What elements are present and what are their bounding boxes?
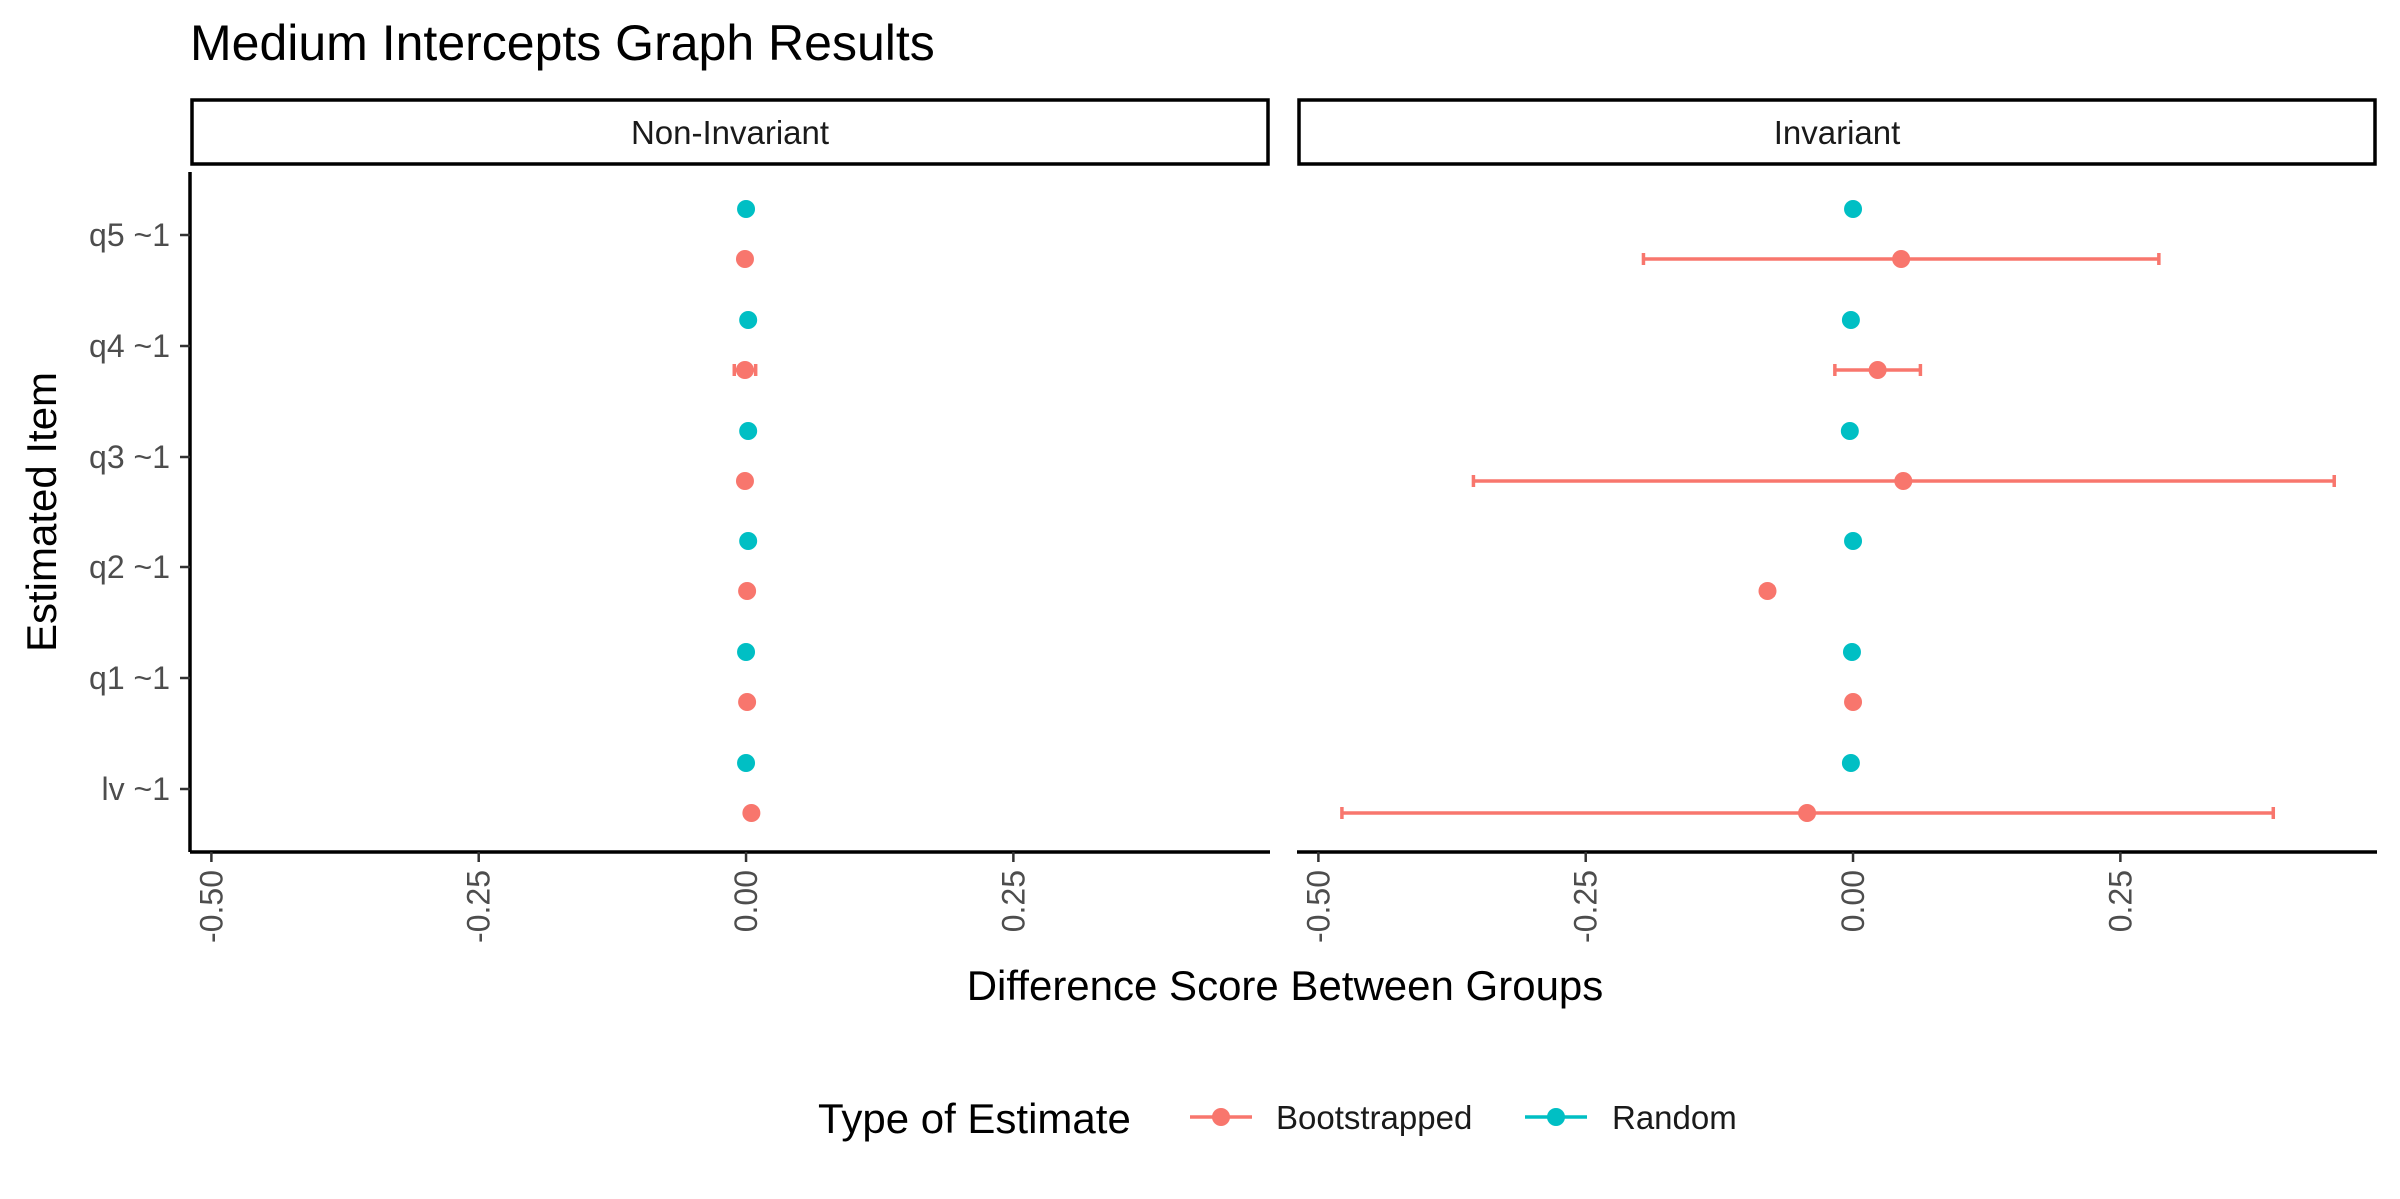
y-tick-label: q2 ~1 — [89, 549, 170, 585]
data-point-bootstrapped — [738, 693, 757, 711]
data-point-bootstrapped — [1894, 472, 1913, 490]
y-tick-label: q5 ~1 — [89, 217, 170, 253]
y-axis-title: Estimated Item — [18, 372, 65, 652]
legend-key-point — [1547, 1108, 1565, 1126]
data-point-random — [1840, 422, 1859, 440]
x-tick-label: -0.25 — [461, 870, 497, 943]
data-point-random — [1842, 643, 1861, 661]
legend-label: Random — [1612, 1099, 1737, 1136]
panels-layer: Non-Invariant-0.50 -0.25 0.00 0.25Invariant… — [188, 98, 2377, 943]
legend-label: Bootstrapped — [1276, 1099, 1472, 1136]
data-point-random — [739, 311, 758, 329]
x-tick-label: 0.00 — [728, 870, 764, 932]
panel-invariant: Invariant -0.50 -0.25 0.00 0.25 — [1297, 98, 2377, 943]
x-tick-label: 0.25 — [995, 870, 1031, 932]
data-point-random — [737, 200, 756, 218]
data-point-random — [739, 532, 758, 550]
data-point-random — [1841, 311, 1860, 329]
y-tick-label: q3 ~1 — [89, 439, 170, 475]
data-point-bootstrapped — [738, 582, 757, 600]
x-tick-label: -0.25 — [1568, 870, 1604, 943]
x-tick-label: -0.50 — [193, 870, 229, 943]
data-point-bootstrapped — [1868, 361, 1887, 379]
y-tick-label: q1 ~1 — [89, 660, 170, 696]
legend-title: Type of Estimate — [818, 1095, 1131, 1142]
data-point-random — [739, 422, 758, 440]
data-point-bootstrapped — [1758, 582, 1777, 600]
legend: Type of Estimate Bootstrapped Random — [818, 1095, 1737, 1142]
legend-key-point — [1212, 1108, 1230, 1126]
facet-strip — [1297, 98, 2377, 166]
x-tick-label: -0.50 — [1300, 870, 1336, 943]
data-point-bootstrapped — [1844, 693, 1863, 711]
data-point-random — [737, 643, 756, 661]
facet-strip-label: Non-Invariant — [631, 114, 829, 151]
data-point-random — [1844, 200, 1863, 218]
y-axis: lv ~1 q1 ~1 q2 ~1 q3 ~1 q4 ~1 q5 ~1 — [89, 217, 190, 807]
data-point-bootstrapped — [735, 472, 754, 490]
x-tick-label: 0.00 — [1835, 870, 1871, 932]
panel-non-invariant: Non-Invariant -0.50 -0.25 0.00 0.25 — [188, 98, 1270, 943]
chart-title: Medium Intercepts Graph Results — [190, 15, 935, 71]
data-point-random — [1844, 532, 1863, 550]
x-tick-label: 0.25 — [2102, 870, 2138, 932]
y-tick-label: lv ~1 — [102, 771, 170, 807]
data-point-bootstrapped — [1798, 804, 1817, 822]
data-point-bootstrapped — [735, 361, 754, 379]
x-axis-title: Difference Score Between Groups — [967, 962, 1604, 1009]
facet-strip — [190, 98, 1270, 166]
data-point-bootstrapped — [742, 804, 761, 822]
data-point-random — [737, 754, 756, 772]
y-tick-label: q4 ~1 — [89, 328, 170, 364]
facet-strip-label: Invariant — [1774, 114, 1901, 151]
data-point-random — [1841, 754, 1860, 772]
data-point-bootstrapped — [735, 250, 754, 268]
data-point-bootstrapped — [1892, 250, 1911, 268]
